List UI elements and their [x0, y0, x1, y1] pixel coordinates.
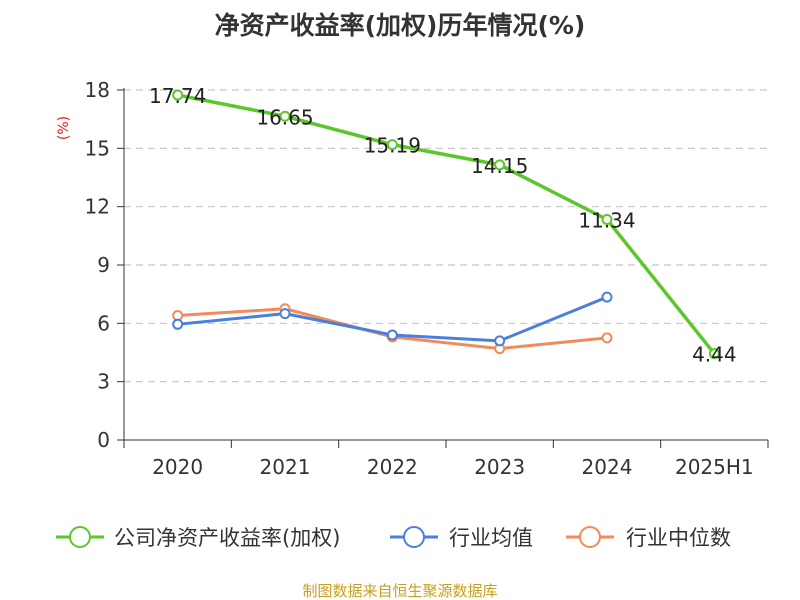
- series-line-2: [177, 307, 608, 351]
- data-point: [386, 139, 398, 151]
- data-point: [172, 318, 184, 330]
- x-tick-label: 2025H1: [675, 455, 754, 479]
- data-label: 4.44: [692, 343, 737, 367]
- x-tick-label: 2024: [582, 455, 633, 479]
- y-tick-label: 0: [97, 428, 110, 452]
- data-label: 17.74: [149, 84, 206, 108]
- data-point: [494, 335, 506, 347]
- x-tick-label: 2023: [474, 455, 525, 479]
- source-note: 制图数据来自恒生聚源数据库: [302, 582, 497, 600]
- data-point: [601, 332, 613, 344]
- data-point: [279, 110, 291, 122]
- legend: 公司净资产收益率(加权) 行业均值 行业中位数: [56, 526, 731, 550]
- data-point: [172, 310, 184, 322]
- legend-label: 行业均值: [449, 526, 533, 550]
- y-tick-label: 6: [97, 311, 110, 335]
- series-line-0: [177, 93, 716, 355]
- y-tick-label: 9: [97, 253, 110, 277]
- y-axis-label: (%): [56, 116, 72, 140]
- data-labels: 17.74 16.65 15.19 14.15 11.34 4.44: [149, 84, 737, 367]
- legend-swatch-marker: [579, 526, 601, 548]
- axes: 0 3 6 9 12 15 18 2020 2021 2022 2023 2024 2025H1: [85, 78, 769, 479]
- y-tick-label: 3: [97, 370, 110, 394]
- y-tick-label: 18: [85, 78, 110, 102]
- series-group: [172, 89, 720, 360]
- y-tick-label: 12: [85, 195, 110, 219]
- data-point: [279, 308, 291, 320]
- data-label: 15.19: [364, 134, 421, 158]
- data-point: [494, 159, 506, 171]
- data-point: [386, 329, 398, 341]
- legend-swatch-marker: [403, 526, 425, 548]
- legend-label: 公司净资产收益率(加权): [114, 526, 340, 550]
- chart-title: 净资产收益率(加权)历年情况(%): [215, 11, 586, 40]
- x-tick-label: 2022: [367, 455, 418, 479]
- data-point: [601, 214, 613, 225]
- data-point: [708, 348, 720, 360]
- x-tick-label: 2021: [260, 455, 311, 479]
- legend-label: 行业中位数: [626, 526, 731, 550]
- data-label: 11.34: [578, 209, 635, 233]
- legend-swatch-marker: [69, 526, 91, 548]
- data-point: [601, 291, 613, 303]
- y-tick-label: 15: [85, 136, 110, 160]
- data-point: [172, 89, 184, 101]
- data-label: 14.15: [471, 154, 528, 178]
- x-tick-label: 2020: [152, 455, 203, 479]
- data-label: 16.65: [256, 105, 313, 129]
